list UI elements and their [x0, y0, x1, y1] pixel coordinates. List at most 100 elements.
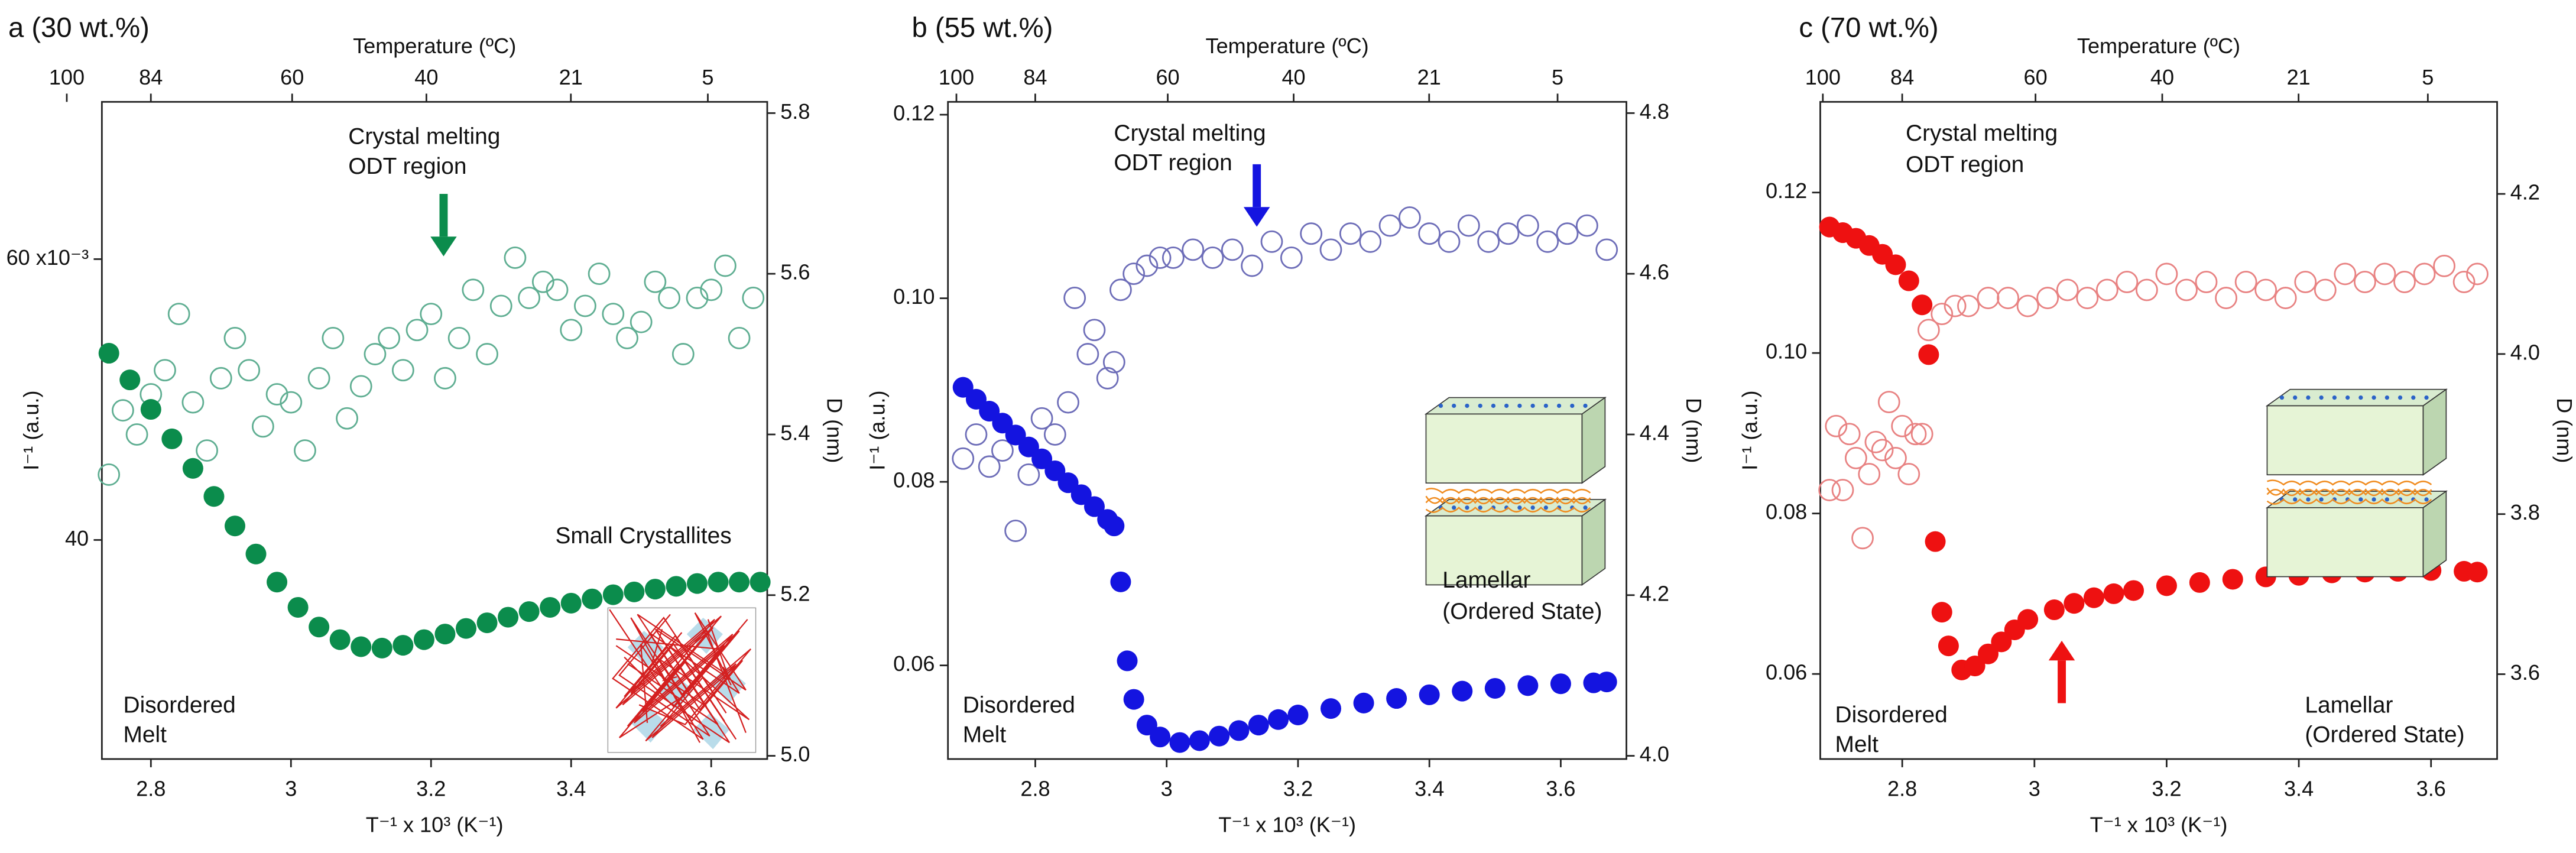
data-point	[1978, 643, 1999, 664]
data-point	[2413, 262, 2436, 286]
y2-tick-label: 4.2	[1640, 581, 1669, 605]
y-tick-label: 0.08	[893, 468, 935, 492]
data-point	[238, 359, 261, 382]
data-point	[666, 576, 687, 597]
x-tick-label: 2.8	[1887, 776, 1917, 800]
data-point	[2254, 278, 2277, 301]
y-axis-label: I⁻¹ (a.u.)	[865, 390, 890, 471]
data-point	[2373, 262, 2396, 286]
data-point	[1925, 531, 1946, 552]
data-point	[1575, 214, 1598, 237]
y-tick-label: 60 x10⁻³	[7, 245, 89, 270]
data-point	[644, 579, 666, 600]
surface-dot	[2397, 395, 2403, 400]
y2-tick-label: 5.8	[780, 99, 810, 124]
data-point	[1931, 602, 1952, 623]
surface-dot	[1570, 403, 1575, 408]
y2-tick-label: 4.0	[2510, 340, 2540, 364]
y-tick-label: 0.10	[893, 284, 935, 309]
surface-dot	[1556, 403, 1562, 408]
y-axis-label: I⁻¹ (a.u.)	[19, 390, 43, 471]
x-tick-label: 2.8	[1020, 776, 1050, 800]
data-point	[1287, 704, 1309, 726]
data-point	[1030, 407, 1053, 430]
y2-tick-label: 5.4	[780, 421, 810, 445]
data-point	[2036, 287, 2059, 309]
x-tick-label: 3.2	[2152, 776, 2181, 800]
data-point	[294, 439, 316, 462]
data-point	[1378, 214, 1401, 237]
panel-title: c (70 wt.%)	[1799, 12, 1938, 44]
x-tick-label: 3.6	[696, 776, 726, 800]
data-point	[588, 262, 611, 286]
data-point	[2123, 580, 2144, 601]
data-point	[125, 423, 148, 446]
data-point	[729, 572, 750, 593]
data-point	[1871, 439, 1894, 462]
data-point	[750, 572, 771, 593]
data-point	[602, 584, 624, 605]
annotation: Small Crystallites	[555, 523, 731, 549]
y2-tick-label: 3.8	[2510, 500, 2540, 524]
data-point	[1910, 423, 1933, 446]
data-point	[2017, 609, 2039, 630]
data-point	[2393, 271, 2416, 293]
arrow-head	[2048, 640, 2075, 661]
y-tick-label: 0.10	[1766, 339, 1807, 364]
data-point	[2433, 255, 2455, 277]
y2-axis-label: D (nm)	[823, 398, 847, 463]
data-point	[1991, 631, 2012, 653]
data-point	[1419, 684, 1440, 705]
y2-tick-label: 5.6	[780, 260, 810, 284]
data-point	[349, 375, 372, 398]
data-point	[700, 278, 723, 301]
data-point	[1057, 391, 1079, 414]
data-point	[447, 326, 471, 349]
x2-axis-label: Temperature (ºC)	[1206, 34, 1369, 58]
annotation: Crystal melting	[348, 124, 500, 150]
data-point	[1904, 423, 1927, 446]
data-point	[2064, 593, 2085, 614]
x-tick-label: 3	[1161, 776, 1173, 800]
annotation: Crystal melting	[1114, 121, 1266, 146]
panel-title: a (30 wt.%)	[8, 12, 150, 44]
data-point	[1005, 424, 1026, 446]
data-point	[671, 343, 695, 365]
annotation: Disordered	[123, 692, 235, 718]
data-point	[329, 629, 351, 650]
data-point	[1858, 463, 1881, 485]
data-point	[413, 629, 434, 650]
data-point	[1280, 247, 1303, 269]
x-tick-label: 3	[2029, 776, 2040, 800]
x-tick-label: 3.4	[556, 776, 586, 800]
data-point	[476, 343, 498, 365]
data-point	[307, 367, 330, 390]
data-point	[1438, 230, 1461, 253]
chain	[616, 638, 730, 744]
data-point	[1017, 463, 1040, 486]
data-point	[1135, 254, 1159, 277]
data-point	[181, 391, 205, 414]
surface-dot	[1478, 505, 1482, 510]
data-point	[1319, 238, 1342, 261]
data-point	[518, 287, 541, 309]
data-point	[1864, 430, 1887, 453]
x2-tick-label: 100	[49, 65, 85, 89]
x-tick-label: 3.4	[1414, 776, 1444, 800]
data-point	[1898, 270, 1919, 291]
chain	[2266, 488, 2432, 496]
data-point	[1944, 294, 1967, 317]
data-point	[223, 326, 246, 349]
data-point	[1182, 238, 1205, 261]
surface-dot	[1452, 403, 1456, 408]
data-point	[498, 606, 519, 628]
panel-title: b (55 wt.%)	[912, 12, 1053, 44]
data-point	[98, 463, 121, 486]
x2-tick-label: 60	[2024, 65, 2048, 89]
data-point	[2189, 572, 2210, 593]
surface-dot	[2293, 497, 2298, 502]
lamella-side	[2422, 490, 2447, 578]
surface-dot	[2411, 395, 2416, 400]
data-point	[1418, 222, 1441, 245]
